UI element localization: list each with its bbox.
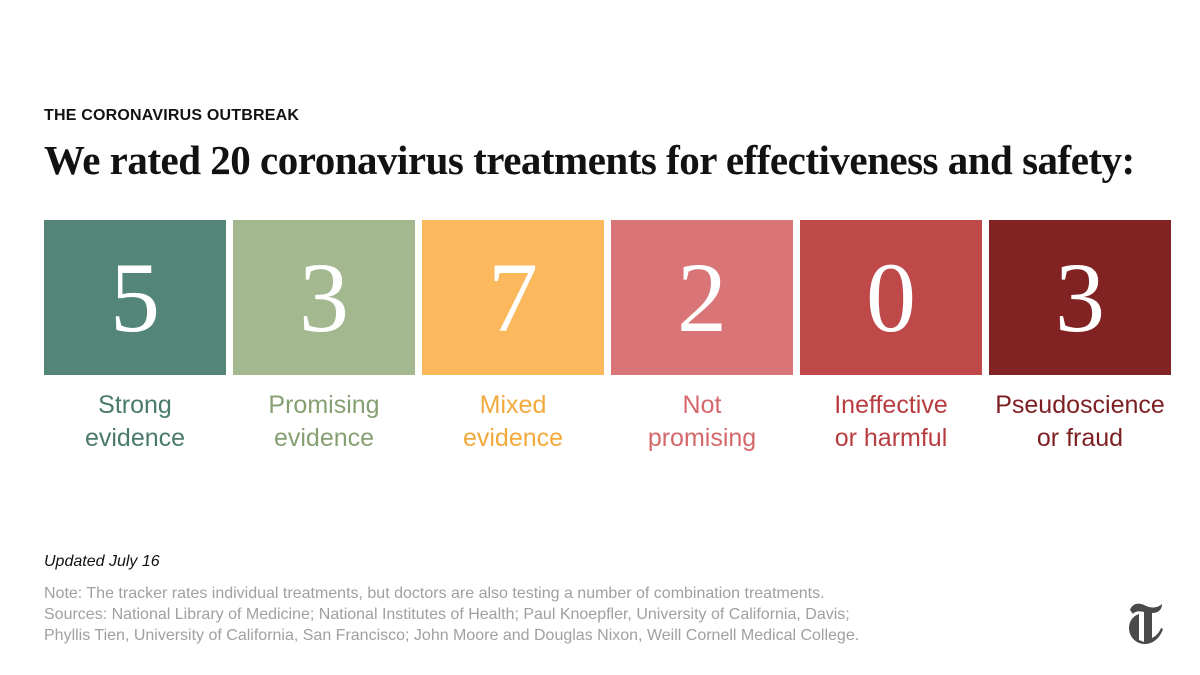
rating-label: Not promising — [611, 389, 793, 455]
rating-card: 7 — [422, 220, 604, 375]
headline: We rated 20 coronavirus treatments for e… — [44, 137, 1135, 183]
label-line: Strong — [98, 391, 172, 419]
label-line: evidence — [462, 424, 564, 452]
rating-label: Ineffective or harmful — [800, 389, 982, 455]
rating-label: Promising evidence — [233, 389, 415, 455]
rating-card: 3 — [233, 220, 415, 375]
label-line: Pseudoscience — [995, 391, 1165, 419]
note-line: Phyllis Tien, University of California, … — [44, 627, 860, 644]
updated: Updated July 16 — [44, 553, 160, 570]
label-line: or harmful — [834, 424, 948, 452]
note-line: Sources: National Library of Medicine; N… — [44, 606, 850, 623]
label-line: Promising — [268, 391, 380, 419]
rating-card: 5 — [44, 220, 226, 375]
rating-label: Pseudoscience or fraud — [989, 389, 1171, 455]
rating-label: Mixed evidence — [422, 389, 604, 455]
rating-card: 2 — [611, 220, 793, 375]
label-line: evidence — [273, 424, 375, 452]
label-line: evidence — [84, 424, 186, 452]
logo — [1129, 603, 1163, 644]
rating-card: 0 — [800, 220, 982, 375]
label-line: Ineffective — [834, 391, 948, 419]
label-line: or fraud — [1036, 424, 1124, 452]
label-line: promising — [647, 424, 757, 452]
rating-label: Strong evidence — [44, 389, 226, 455]
note-line: Note: The tracker rates individual treat… — [44, 585, 825, 602]
notes: Note: The tracker rates individual treat… — [44, 583, 859, 646]
label-line: Not — [682, 391, 722, 419]
label-line: Mixed — [479, 391, 547, 419]
rating-card: 3 — [989, 220, 1171, 375]
kicker: THE CORONAVIRUS OUTBREAK — [44, 107, 300, 124]
